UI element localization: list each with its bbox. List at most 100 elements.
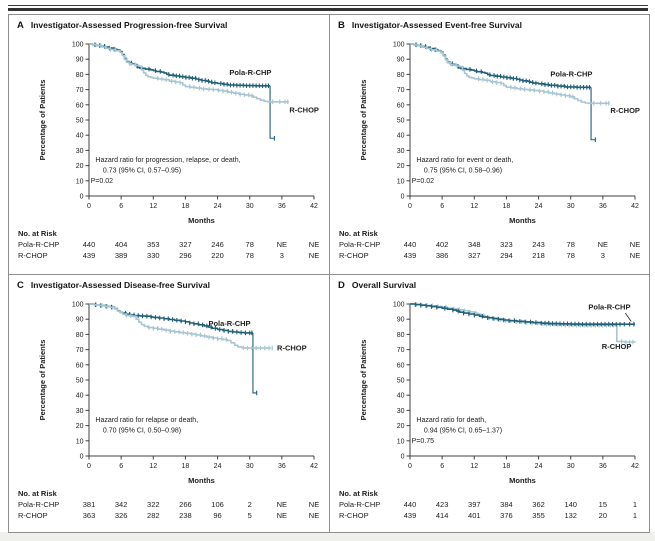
- hazard-ratio-text: P=0.02: [91, 178, 113, 185]
- risk-value: 363: [82, 510, 96, 520]
- y-tick-label: 20: [76, 423, 84, 430]
- risk-value: 440: [403, 240, 417, 249]
- risk-value: 423: [435, 499, 449, 509]
- y-tick-label: 0: [80, 453, 84, 460]
- x-tick-label: 24: [535, 203, 543, 210]
- risk-table-a: No. at Risk Pola-R-CHP 440 404 353 327 246 78 N…: [9, 228, 329, 272]
- y-tick-label: 70: [76, 87, 84, 94]
- risk-value: 322: [147, 499, 160, 509]
- y-axis-title: Percentage of Patients: [359, 80, 368, 161]
- panel-title: B Investigator-Assessed Event-free Survi…: [330, 15, 649, 32]
- label-leader-line: [625, 312, 632, 322]
- risk-value: 342: [114, 499, 128, 509]
- panel-title: C Investigator-Assessed Disease-free Sur…: [9, 275, 329, 292]
- y-tick-label: 20: [397, 163, 405, 170]
- y-tick-label: 50: [397, 118, 405, 125]
- x-tick-label: 42: [631, 203, 639, 210]
- y-tick-label: 30: [397, 148, 405, 155]
- x-tick-label: 24: [214, 203, 222, 210]
- risk-row-label: R-CHOP: [339, 510, 369, 520]
- y-tick-label: 80: [76, 72, 84, 79]
- x-tick-label: 0: [408, 463, 412, 470]
- x-tick-label: 36: [599, 203, 607, 210]
- y-tick-label: 100: [72, 42, 84, 49]
- y-tick-label: 10: [76, 438, 84, 445]
- y-tick-label: 90: [76, 316, 84, 323]
- risk-value: 243: [532, 240, 545, 249]
- x-tick-label: 6: [440, 203, 444, 210]
- x-axis-title: Months: [509, 476, 536, 485]
- x-tick-label: 12: [149, 203, 157, 210]
- risk-value: 1: [632, 510, 638, 520]
- panel-letter: A: [17, 20, 24, 31]
- curve-label-pola-r-chp: Pola-R-CHP: [588, 302, 630, 311]
- y-tick-label: 40: [76, 392, 84, 399]
- risk-value: 78: [245, 240, 254, 249]
- risk-value: 20: [598, 510, 608, 520]
- risk-value: 439: [403, 510, 417, 520]
- y-tick-label: 50: [397, 377, 405, 384]
- y-tick-label: 60: [397, 102, 405, 109]
- y-tick-label: 80: [76, 331, 84, 338]
- y-tick-label: 100: [393, 42, 405, 49]
- risk-row-label: Pola-R-CHP: [18, 499, 60, 509]
- curve-label-pola-r-chp: Pola-R-CHP: [229, 68, 271, 77]
- risk-value: 282: [147, 510, 160, 520]
- risk-value: 376: [500, 510, 513, 520]
- y-tick-label: 70: [76, 347, 84, 354]
- panel-title: A Investigator-Assessed Progression-free…: [9, 15, 329, 32]
- risk-value: 362: [532, 499, 545, 509]
- risk-table-header: No. at Risk: [339, 488, 378, 498]
- risk-value: 96: [213, 510, 222, 520]
- x-axis-title: Months: [509, 216, 536, 225]
- risk-value: 296: [179, 251, 192, 260]
- panel-title-text: Investigator-Assessed Progression-free S…: [30, 20, 228, 30]
- x-tick-label: 18: [182, 463, 190, 470]
- x-tick-label: 36: [278, 463, 286, 470]
- panel-letter: D: [338, 279, 345, 291]
- risk-value: 348: [468, 240, 481, 249]
- x-tick-label: 36: [278, 203, 286, 210]
- y-tick-label: 0: [80, 194, 84, 201]
- y-tick-label: 30: [76, 407, 84, 414]
- x-tick-label: 18: [182, 203, 190, 210]
- risk-value: 132: [564, 510, 577, 520]
- y-tick-label: 30: [397, 407, 405, 414]
- x-tick-label: 6: [119, 463, 123, 470]
- y-tick-label: 50: [76, 118, 84, 125]
- panel-title-text: Investigator-Assessed Disease-free Survi…: [30, 279, 210, 290]
- risk-value: 330: [147, 251, 160, 260]
- km-plot-c: 0 10 20 30 40 50 60 70 80 90 100 0 6 12 18 24 30 36 42 Perc…: [38, 301, 318, 485]
- hazard-ratio-text: 0.73 (95% CI, 0.57–0.95): [103, 167, 181, 174]
- panel-title: D Overall Survival: [330, 275, 649, 292]
- x-tick-label: 36: [599, 463, 607, 470]
- risk-value: 246: [211, 240, 224, 249]
- x-axis-title: Months: [188, 476, 215, 485]
- hazard-ratio-text: 0.70 (95% CI, 0.50–0.98): [103, 427, 181, 434]
- curve-label-r-chop: R-CHOP: [289, 105, 319, 114]
- figure-top-rule-thin: [8, 5, 648, 6]
- risk-table-d: No. at Risk Pola-R-CHP 440 423 397 384 362 140…: [330, 488, 649, 532]
- x-tick-label: 30: [567, 203, 575, 210]
- x-tick-label: 12: [149, 463, 157, 470]
- risk-value: NE: [276, 240, 288, 249]
- risk-value: 78: [566, 251, 575, 260]
- x-tick-label: 18: [503, 463, 511, 470]
- risk-value: 1: [632, 499, 638, 509]
- x-tick-label: 24: [535, 463, 543, 470]
- hazard-ratio-text: 0.94 (95% CI, 0.65–1.37): [424, 427, 502, 434]
- risk-value: 384: [500, 499, 513, 509]
- risk-value: 381: [82, 499, 96, 509]
- page-background-strip: [0, 532, 655, 541]
- km-plot-a: 0 10 20 30 40 50 60 70 80 90 100 0 6 12 18 24 30 36 42 Perc…: [38, 42, 319, 226]
- risk-value: 327: [179, 240, 192, 249]
- risk-value: 326: [114, 510, 128, 520]
- y-tick-label: 60: [76, 362, 84, 369]
- risk-row-label: Pola-R-CHP: [18, 240, 60, 249]
- y-tick-label: 20: [76, 163, 84, 170]
- risk-value: NE: [308, 499, 320, 509]
- x-tick-label: 42: [631, 463, 639, 470]
- curve-label-r-chop: R-CHOP: [277, 343, 307, 352]
- hazard-ratio-text: P=0.75: [412, 438, 434, 445]
- curve-label-r-chop: R-CHOP: [610, 106, 640, 115]
